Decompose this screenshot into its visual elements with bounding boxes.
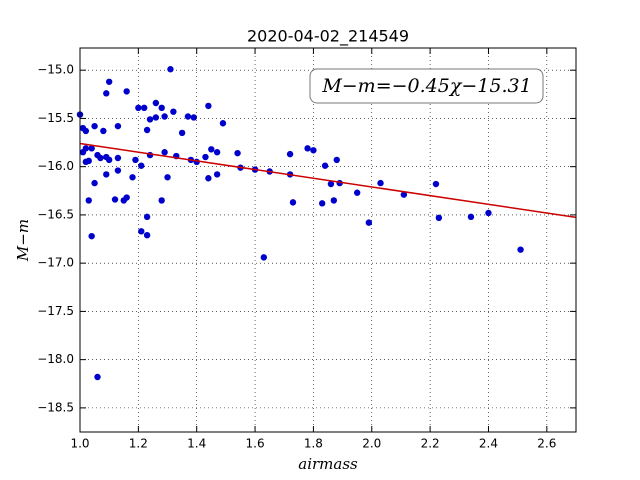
point — [114, 122, 122, 130]
y-tick-label: −16.0 — [37, 159, 74, 173]
x-tick-label: 2.2 — [421, 437, 440, 451]
x-tick-label: 1.8 — [304, 437, 323, 451]
point — [88, 232, 95, 240]
x-tick-label: 2.4 — [479, 437, 498, 451]
y-tick-label: −16.5 — [37, 207, 74, 221]
point — [100, 127, 107, 135]
point — [105, 156, 113, 164]
x-tick-label: 2.6 — [537, 437, 556, 451]
y-tick-label: −18.5 — [37, 400, 74, 414]
point — [234, 149, 241, 157]
y-tick-label: −17.5 — [37, 304, 74, 318]
x-tick-label: 1.6 — [246, 437, 265, 451]
point — [103, 171, 110, 178]
point — [138, 162, 145, 169]
point — [114, 167, 122, 174]
point — [260, 254, 268, 261]
point — [143, 126, 151, 134]
y-tick-label: −18.0 — [37, 352, 74, 366]
point — [432, 180, 440, 188]
point — [143, 231, 151, 239]
point — [85, 157, 92, 165]
point — [138, 228, 145, 235]
x-tick-label: 2.0 — [362, 437, 381, 451]
point — [143, 213, 151, 221]
point — [205, 175, 212, 182]
point — [400, 191, 408, 198]
point — [103, 90, 110, 97]
point — [158, 104, 165, 112]
point — [213, 149, 221, 156]
point — [129, 174, 136, 181]
annotation-box — [309, 68, 544, 104]
point — [161, 113, 168, 120]
y-tick-label: −15.5 — [37, 111, 74, 125]
point — [327, 180, 335, 188]
point — [286, 150, 294, 158]
point — [213, 171, 221, 178]
x-tick-label: 1.0 — [70, 437, 89, 451]
point — [321, 162, 329, 169]
point — [82, 127, 90, 135]
point — [353, 189, 361, 196]
point — [170, 108, 177, 115]
point — [310, 147, 317, 154]
x-axis-label: airmass — [298, 455, 358, 473]
point — [97, 154, 104, 162]
point — [91, 179, 98, 187]
y-tick-label: −15.0 — [37, 63, 74, 77]
point — [152, 99, 160, 107]
point — [377, 179, 384, 187]
point — [111, 196, 119, 203]
point — [82, 145, 90, 152]
point — [114, 154, 122, 162]
point — [202, 153, 209, 161]
annotation: M−m=−0.45χ−15.31 — [321, 75, 531, 97]
point — [184, 113, 192, 120]
fit-line — [79, 142, 577, 219]
point — [135, 104, 142, 112]
point — [365, 219, 373, 226]
point — [158, 197, 165, 204]
point — [485, 209, 492, 217]
point — [88, 145, 95, 152]
point — [333, 156, 340, 164]
point — [304, 145, 311, 152]
chart-title: 2020-04-02_214549 — [247, 27, 409, 47]
point — [152, 114, 160, 121]
point — [85, 197, 92, 204]
point — [517, 246, 524, 253]
point — [164, 174, 171, 181]
point — [140, 104, 148, 112]
point — [205, 102, 212, 110]
point — [208, 146, 215, 153]
point — [467, 213, 475, 221]
point — [289, 199, 297, 206]
point — [146, 116, 154, 123]
point — [132, 156, 139, 164]
point — [167, 66, 174, 73]
point — [91, 122, 98, 130]
point — [318, 200, 326, 207]
plot-frame — [79, 47, 577, 433]
point — [123, 88, 130, 95]
point — [105, 78, 113, 85]
point — [178, 129, 186, 137]
y-axis-label: M−m — [14, 219, 32, 262]
point — [161, 149, 168, 156]
point — [94, 373, 101, 381]
point — [190, 114, 197, 121]
point — [219, 120, 227, 127]
x-tick-label: 1.2 — [129, 437, 148, 451]
x-tick-label: 1.4 — [187, 437, 206, 451]
point — [435, 214, 443, 222]
y-tick-label: −17.0 — [37, 256, 74, 270]
point — [123, 194, 130, 201]
point — [330, 197, 338, 204]
